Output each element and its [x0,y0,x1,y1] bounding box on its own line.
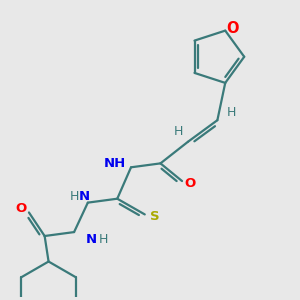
Text: H: H [226,106,236,119]
Text: H: H [173,125,183,139]
Text: NH: NH [104,157,126,170]
Text: H: H [99,233,108,246]
Text: N: N [86,233,97,246]
Text: N: N [78,190,89,203]
Text: O: O [184,176,196,190]
Text: S: S [150,210,159,223]
Text: O: O [16,202,27,215]
Text: H: H [69,190,79,203]
Text: O: O [226,21,239,36]
